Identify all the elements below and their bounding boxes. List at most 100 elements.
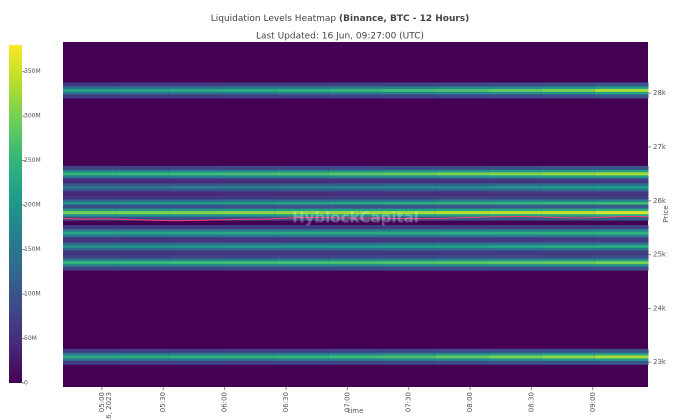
heat-cell (382, 231, 436, 235)
heat-cell (594, 245, 649, 249)
heat-cell (594, 261, 649, 265)
heat-cell (63, 355, 117, 359)
x-tick-label: 06:00 (221, 392, 229, 412)
heat-cell (169, 88, 224, 92)
heat-cell (63, 185, 117, 189)
title-text: Liquidation Levels Heatmap (211, 14, 337, 24)
heat-cell (275, 185, 330, 189)
heat-cell (435, 261, 489, 265)
colorbar-tick-label: 150M (24, 246, 41, 253)
heat-cell (222, 261, 277, 265)
heat-cell (488, 261, 543, 265)
heat-cell (63, 211, 117, 215)
heat-cell (169, 172, 224, 176)
heat-cell (275, 172, 330, 176)
y-tick-label: 25k (653, 251, 667, 259)
heat-cell (435, 172, 489, 176)
x-tick-label: 07:00 (343, 392, 351, 412)
heat-cell (63, 231, 117, 235)
heat-cell (275, 201, 330, 205)
watermark: HyblockCapital (292, 209, 419, 227)
heat-cell (488, 88, 543, 92)
heat-cell (435, 211, 489, 215)
heat-cell (275, 231, 330, 235)
colorbar-tick-label: 0 (24, 380, 28, 387)
heat-cell (594, 355, 649, 359)
heat-cell (382, 355, 436, 359)
heat-cell (594, 231, 649, 235)
heat-cell (435, 185, 489, 189)
y-tick-label: 27k (653, 143, 667, 151)
heat-cell (541, 185, 596, 189)
x-tick-label: 09:00 (589, 392, 597, 412)
x-tick-label: 08:00 (466, 392, 474, 412)
heat-cell (169, 355, 224, 359)
heat-cell (435, 201, 489, 205)
heat-cell (435, 355, 489, 359)
heat-cell (488, 355, 543, 359)
heat-cell (541, 172, 596, 176)
colorbar-tick-label: 250M (24, 157, 41, 164)
heat-cell (275, 261, 330, 265)
heat-cell (116, 185, 170, 189)
heat-cell (275, 355, 330, 359)
heat-cell (116, 88, 170, 92)
heat-cell (275, 88, 330, 92)
heat-cell (275, 245, 330, 249)
heat-cell (116, 172, 170, 176)
colorbar-tick-label: 350M (24, 68, 41, 75)
heat-cell (435, 245, 489, 249)
x-tick-label: 08:30 (527, 392, 535, 412)
heat-cell (328, 261, 383, 265)
heat-cell (169, 211, 224, 215)
heat-cell (488, 211, 543, 215)
heat-cell (63, 88, 117, 92)
heat-cell (222, 201, 277, 205)
y-tick-label: 24k (653, 304, 667, 312)
colorbar-tick-label: 300M (24, 113, 41, 120)
heat-cell (541, 245, 596, 249)
y-tick-label: 26k (653, 197, 667, 205)
heat-cell (541, 231, 596, 235)
x-tick-label: 07:30 (405, 392, 413, 412)
heat-cell (275, 211, 330, 215)
heat-cell (328, 172, 383, 176)
heat-cell (382, 185, 436, 189)
heat-cell (169, 185, 224, 189)
price-line (62, 215, 649, 222)
heat-cell (382, 88, 436, 92)
x-tick-label: 05:00 (98, 392, 106, 412)
y-tick-label: 23k (653, 358, 667, 366)
heat-cell (328, 201, 383, 205)
chart-subtitle: Last Updated: 16 Jun, 09:27:00 (UTC) (256, 32, 424, 42)
heat-cell (541, 355, 596, 359)
heat-cell (328, 355, 383, 359)
heat-cell (63, 261, 117, 265)
heat-cell (488, 245, 543, 249)
heat-cell (488, 185, 543, 189)
heat-cell (594, 211, 649, 215)
heat-cell (116, 211, 170, 215)
heat-cell (594, 88, 649, 92)
heat-cell (222, 231, 277, 235)
heat-cell (541, 201, 596, 205)
title-bold: (Binance, BTC - 12 Hours) (339, 14, 469, 24)
colorbar-tick-label: 200M (24, 202, 41, 209)
x-axis-title: time (348, 407, 364, 415)
heat-cell (169, 231, 224, 235)
heat-cell (222, 245, 277, 249)
heat-cell (435, 88, 489, 92)
heat-cell (382, 261, 436, 265)
heat-cell (169, 201, 224, 205)
heat-cell (382, 211, 436, 215)
heat-cell (328, 211, 383, 215)
heat-cell (541, 261, 596, 265)
heat-cell (594, 172, 649, 176)
chart-title: Liquidation Levels Heatmap (Binance, BTC… (211, 14, 470, 24)
heat-cell (488, 201, 543, 205)
heat-cell (222, 355, 277, 359)
heat-cell (63, 245, 117, 249)
heat-cell (435, 231, 489, 235)
x-date-label: Jun 16, 2023 (105, 392, 113, 420)
